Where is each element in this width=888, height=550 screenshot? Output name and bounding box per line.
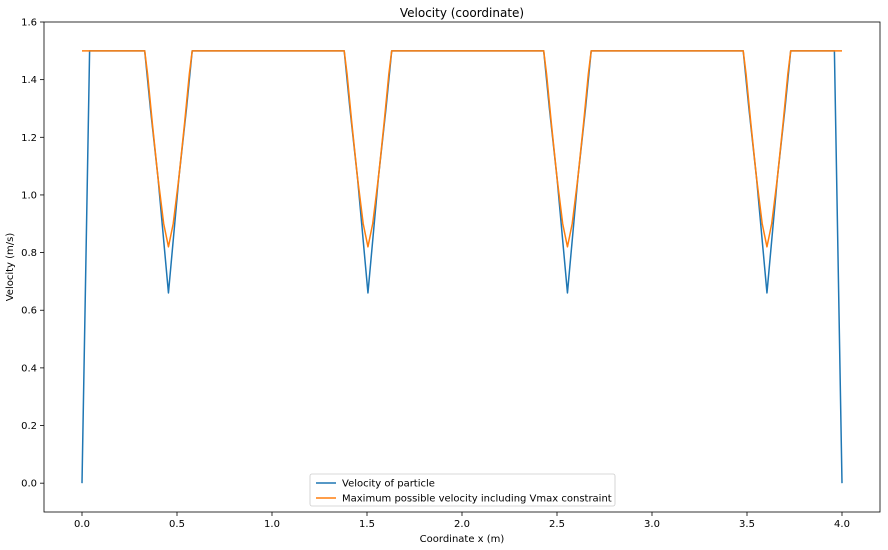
legend-label-1: Velocity of particle (342, 479, 435, 490)
legend-box (309, 473, 616, 507)
x-tick-label: 4.0 (834, 519, 850, 530)
x-tick-label: 2.0 (454, 519, 470, 530)
chart-title: Velocity (coordinate) (400, 6, 524, 20)
x-axis-label: Coordinate x (m) (420, 534, 505, 545)
y-axis: 0.0 0.2 0.4 0.6 0.8 1.0 1.2 1.4 1.6 (21, 18, 44, 490)
x-axis: 0.0 0.5 1.0 1.5 2.0 2.5 3.0 3.5 4.0 (74, 512, 850, 530)
y-tick-label: 1.0 (21, 190, 37, 201)
plot-frame (43, 21, 881, 513)
x-tick-label: 2.5 (549, 519, 565, 530)
series-line-2 (82, 50, 842, 248)
y-tick-label: 0.8 (21, 248, 37, 259)
y-tick-label: 0.2 (21, 421, 37, 432)
plot-area (81, 50, 843, 484)
y-tick-label: 0.6 (21, 306, 37, 317)
y-tick-label: 0.4 (21, 363, 37, 374)
x-tick-label: 3.0 (644, 519, 660, 530)
x-tick-label: 1.5 (359, 519, 375, 530)
legend: Velocity of particle Maximum possible vel… (309, 473, 616, 507)
y-axis-label: Velocity (m/s) (5, 233, 16, 302)
legend-label-2: Maximum possible velocity including Vmax… (342, 494, 612, 505)
x-tick-label: 0.0 (74, 519, 90, 530)
y-tick-label: 1.2 (21, 133, 37, 144)
y-tick-label: 1.6 (21, 18, 37, 29)
x-tick-label: 1.0 (264, 519, 280, 530)
x-tick-label: 3.5 (739, 519, 755, 530)
series-line-1 (81, 50, 843, 484)
y-tick-label: 0.0 (21, 479, 37, 490)
y-tick-label: 1.4 (21, 75, 37, 86)
x-tick-label: 0.5 (169, 519, 185, 530)
